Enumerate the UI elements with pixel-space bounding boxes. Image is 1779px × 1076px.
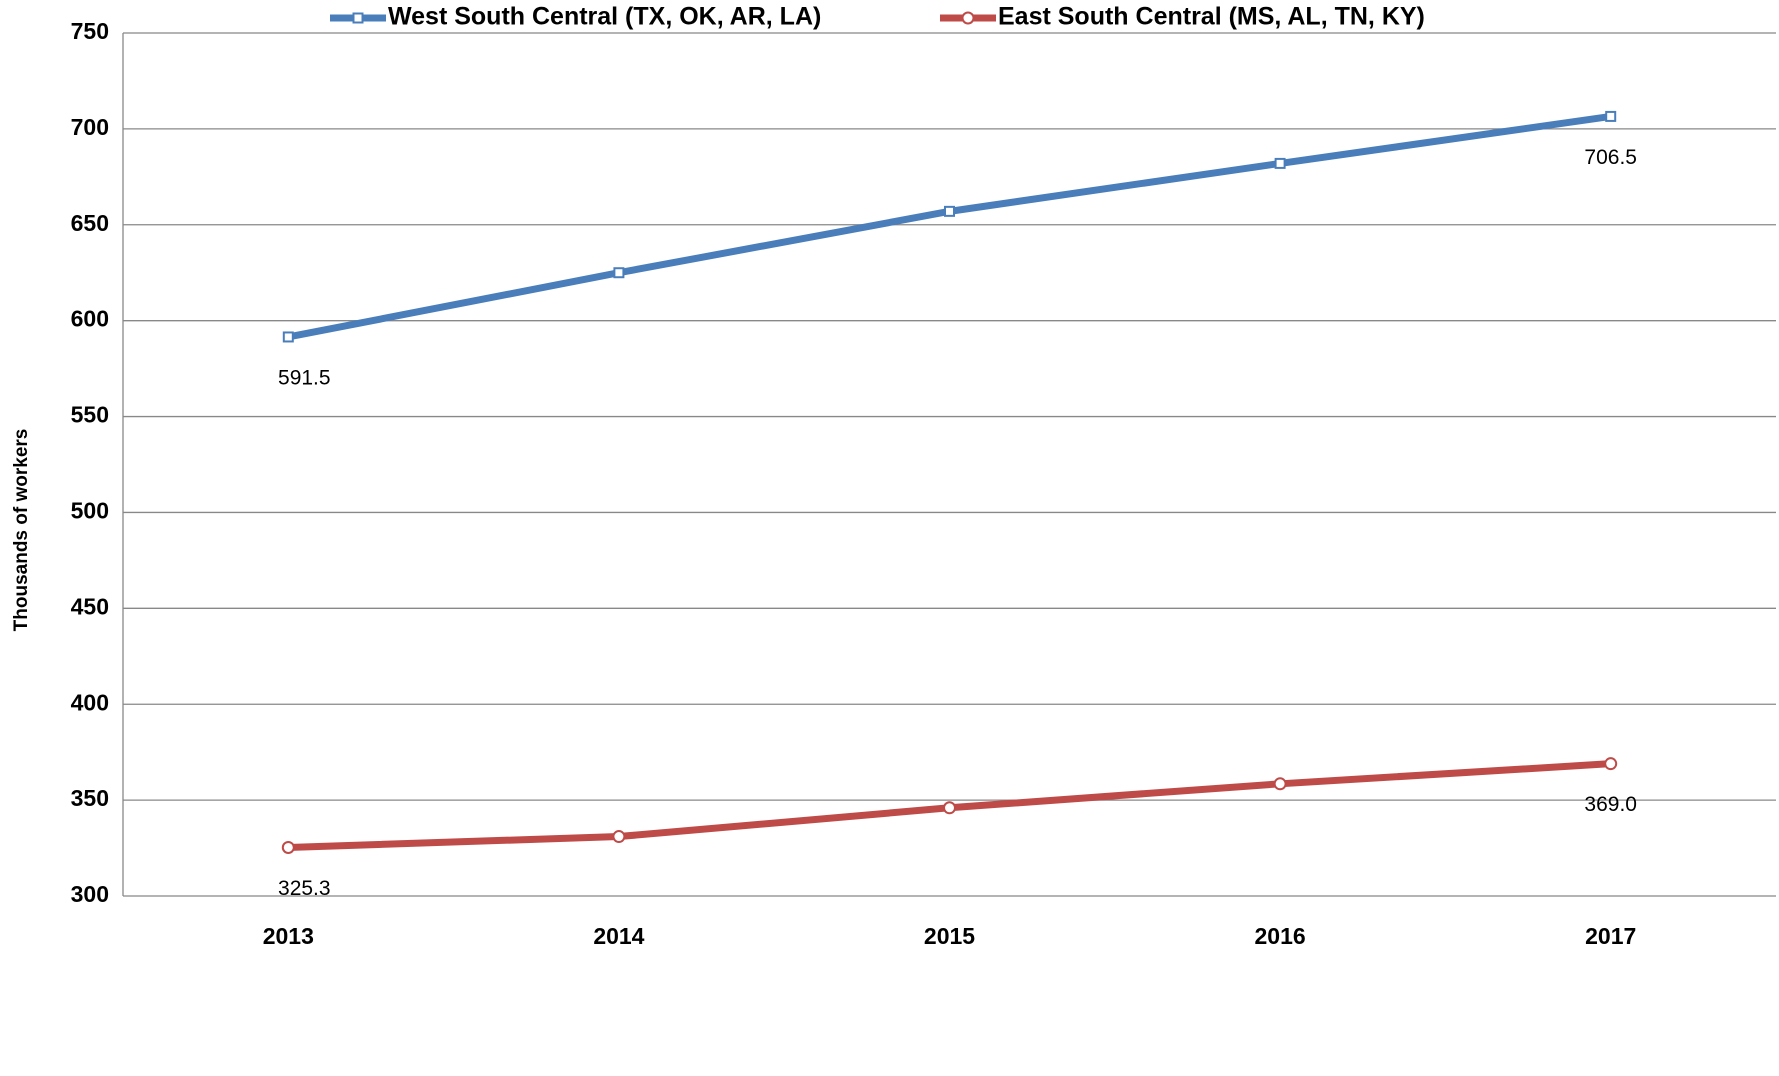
y-axis-title: Thousands of workers [11,429,32,632]
point [282,331,294,343]
point [1274,157,1286,169]
y-tick-label: 450 [71,593,109,619]
point [613,267,625,279]
data-label: 706.5 [1584,146,1637,169]
legend-label: West South Central (TX, OK, AR, LA) [388,3,821,31]
point [943,801,956,815]
y-tick-label: 350 [71,785,109,811]
data-label: 591.5 [278,367,331,390]
y-tick-label: 400 [71,689,109,715]
x-tick-label: 2013 [263,923,314,949]
legend-marker [352,12,364,24]
x-tick-label: 2016 [1255,923,1306,949]
point [281,840,295,854]
y-tick-label: 500 [71,498,109,524]
x-tick-label: 2017 [1585,923,1636,949]
data-label: 369.0 [1584,793,1637,816]
series-line [287,112,1612,341]
legend-marker [961,11,975,25]
y-tick-label: 550 [71,402,109,428]
y-tick-label: 600 [71,306,109,332]
y-tick-label: 300 [71,881,109,907]
x-tick-label: 2015 [924,923,975,949]
point [1604,757,1618,771]
point [944,205,955,217]
y-tick-label: 650 [71,210,109,236]
point [612,830,626,844]
point [1273,777,1287,791]
y-tick-label: 750 [71,18,109,44]
data-label: 325.3 [278,877,331,900]
legend-label: East South Central (MS, AL, TN, KY) [998,3,1425,31]
point [1605,110,1617,122]
y-tick-label: 700 [71,114,109,140]
x-tick-label: 2014 [593,923,644,949]
